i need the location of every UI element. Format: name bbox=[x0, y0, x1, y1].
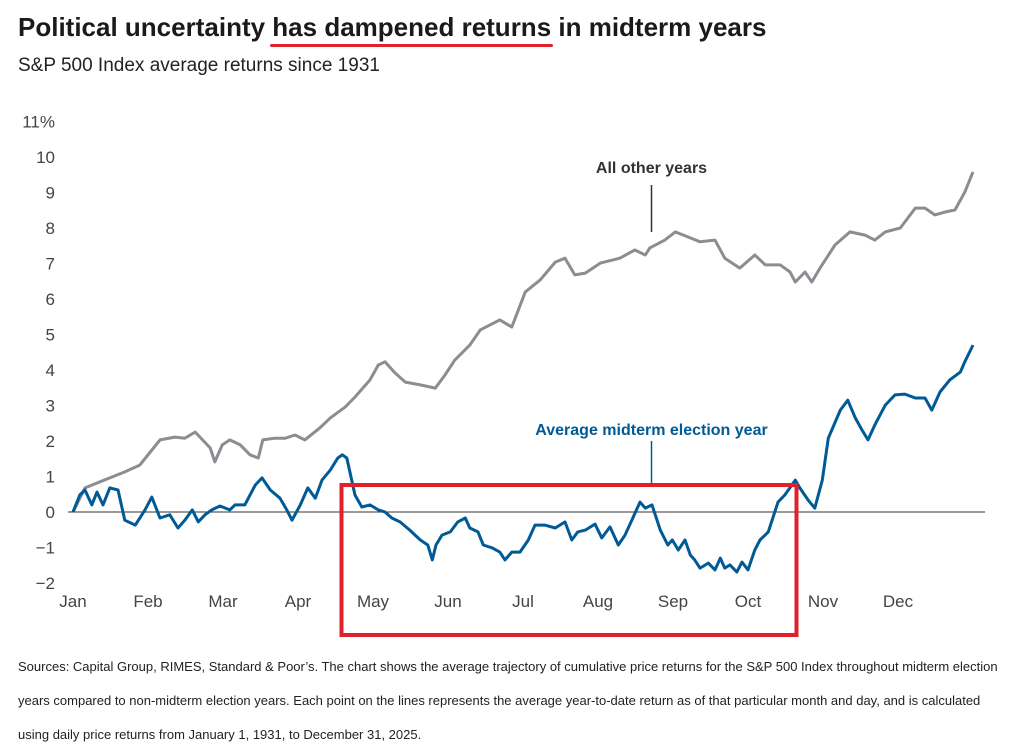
source-note: Sources: Capital Group, RIMES, Standard … bbox=[18, 659, 998, 742]
series-annotation-label: All other years bbox=[596, 160, 707, 177]
x-tick-label: Jan bbox=[59, 592, 86, 611]
title-highlight: has dampened returns bbox=[272, 12, 552, 42]
highlight-box bbox=[339, 483, 799, 637]
y-tick-label: 1 bbox=[46, 468, 55, 487]
x-tick-label: Jul bbox=[512, 592, 534, 611]
title-text: Political uncertainty bbox=[18, 12, 273, 42]
y-tick-label: 7 bbox=[46, 255, 55, 274]
x-tick-label: Jun bbox=[434, 592, 461, 611]
x-tick-label: May bbox=[357, 592, 390, 611]
x-tick-label: Feb bbox=[133, 592, 162, 611]
y-tick-label: 8 bbox=[46, 219, 55, 238]
y-tick-label: 10 bbox=[36, 148, 55, 167]
chart-title: Political uncertainty has dampened retur… bbox=[18, 12, 766, 43]
other-years-series-line bbox=[71, 171, 975, 513]
x-tick-label: Dec bbox=[883, 592, 914, 611]
y-tick-label: 2 bbox=[46, 432, 55, 451]
x-tick-label: Mar bbox=[208, 592, 238, 611]
y-tick-label: −2 bbox=[36, 574, 55, 593]
series-group bbox=[71, 171, 975, 574]
x-axis: Jan Feb Mar Apr May Jun Jul Aug Sep Oct Nov Dec bbox=[59, 592, 913, 611]
y-tick-label: −1 bbox=[36, 539, 55, 558]
x-tick-label: Aug bbox=[583, 592, 613, 611]
y-tick-label: 11% bbox=[22, 113, 55, 132]
y-tick-label: 5 bbox=[46, 326, 55, 345]
x-tick-label: Apr bbox=[285, 592, 312, 611]
y-tick-label: 0 bbox=[46, 503, 55, 522]
series-annotation-label: Average midterm election year bbox=[535, 422, 767, 439]
title-text-end: in midterm years bbox=[551, 12, 767, 42]
chart-subtitle: S&P 500 Index average returns since 1931 bbox=[18, 55, 380, 76]
x-tick-label: Oct bbox=[735, 592, 762, 611]
annotations: All other years Average midterm election … bbox=[535, 160, 768, 487]
y-tick-label: 4 bbox=[46, 361, 55, 380]
x-tick-label: Sep bbox=[658, 592, 688, 611]
y-tick-label: 3 bbox=[46, 397, 55, 416]
x-tick-label: Nov bbox=[808, 592, 839, 611]
y-tick-label: 9 bbox=[46, 184, 55, 203]
midterm-series-line bbox=[71, 344, 975, 574]
y-tick-label: 6 bbox=[46, 290, 55, 309]
